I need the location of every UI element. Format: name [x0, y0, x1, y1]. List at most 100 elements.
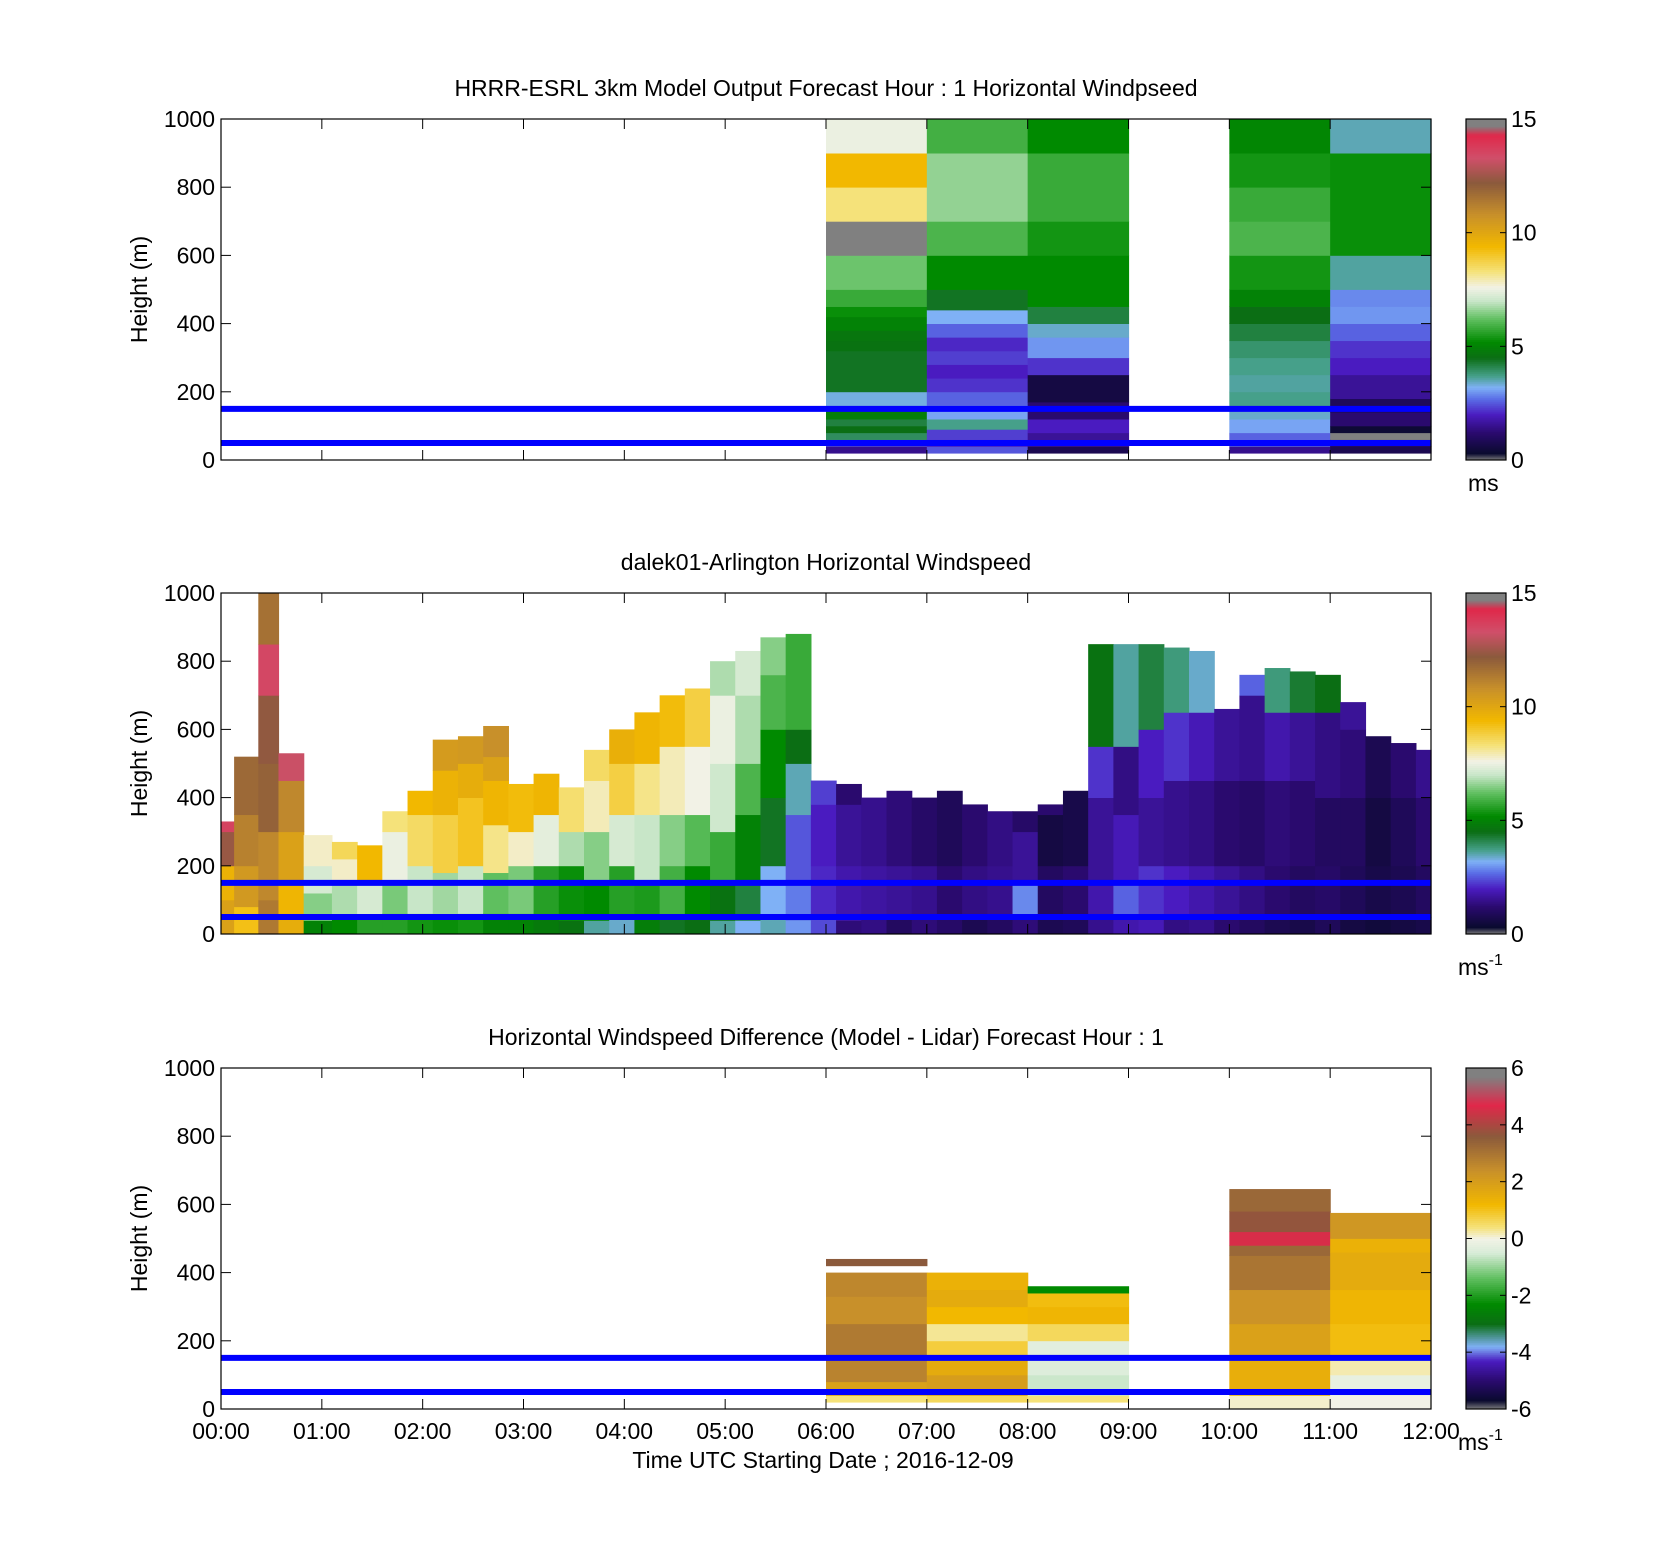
colorbar-swatch — [1466, 1184, 1506, 1187]
heatmap-cell — [1229, 340, 1331, 359]
heatmap-cell — [1340, 865, 1367, 918]
colorbar-swatch — [1466, 745, 1506, 748]
heatmap-cell — [258, 763, 280, 833]
heatmap-cell — [1239, 674, 1266, 696]
colorbar-swatch — [1466, 883, 1506, 887]
colorbar-swatch — [1466, 643, 1506, 646]
colorbar-swatch — [1466, 385, 1506, 389]
x-tick-label: 12:00 — [1402, 1418, 1460, 1444]
colorbar-swatch — [1466, 167, 1506, 170]
colorbar-swatch — [1466, 359, 1506, 363]
colorbar-swatch — [1466, 445, 1506, 449]
heatmap-cell — [659, 916, 686, 935]
heatmap-cell — [234, 906, 259, 935]
colorbar-swatch — [1466, 1078, 1506, 1081]
heatmap-cell — [810, 804, 837, 867]
heatmap-cell — [234, 814, 259, 867]
colorbar-swatch — [1466, 1230, 1506, 1233]
colorbar-swatch — [1466, 1168, 1506, 1171]
colorbar-swatch — [1466, 1332, 1506, 1336]
heatmap-cell — [457, 763, 484, 798]
colorbar-swatch — [1466, 817, 1506, 821]
colorbar-swatch — [1466, 433, 1506, 437]
heatmap-cell — [609, 729, 636, 764]
colorbar-swatch — [1466, 891, 1506, 895]
colorbar-swatch — [1466, 881, 1506, 885]
heatmap-cell — [836, 865, 862, 921]
colorbar-swatch — [1466, 683, 1506, 686]
colorbar-swatch — [1466, 139, 1506, 142]
colorbar-swatch — [1466, 405, 1506, 409]
colorbar-swatch — [1466, 189, 1506, 192]
colorbar-swatch — [1466, 617, 1506, 620]
colorbar-swatch — [1466, 1312, 1506, 1316]
colorbar-swatch — [1466, 887, 1506, 891]
colorbar-swatch — [1466, 1220, 1506, 1223]
colorbar-swatch — [1466, 1188, 1506, 1191]
colorbar-swatch — [1466, 259, 1506, 262]
colorbar-swatch — [1466, 271, 1506, 274]
heatmap-cell — [886, 916, 913, 935]
heatmap-cell — [584, 780, 610, 833]
colorbar-swatch — [1466, 611, 1506, 614]
colorbar-swatch — [1466, 1174, 1506, 1177]
colorbar-swatch — [1466, 407, 1506, 411]
x-tick-label: 07:00 — [898, 1418, 956, 1444]
colorbar-swatch — [1466, 1380, 1506, 1384]
colorbar-swatch — [1466, 121, 1506, 124]
heatmap-cell — [303, 835, 333, 867]
colorbar-swatch — [1466, 355, 1506, 359]
heatmap-cell — [826, 1395, 928, 1403]
colorbar-swatch — [1466, 1324, 1506, 1328]
colorbar-swatch — [1466, 733, 1506, 736]
heatmap-cell — [659, 746, 686, 816]
y-tick-label: 200 — [177, 1328, 215, 1354]
heatmap-cell — [1113, 814, 1140, 884]
x-tick-label: 04:00 — [596, 1418, 654, 1444]
colorbar-swatch — [1466, 133, 1506, 136]
colorbar-swatch — [1466, 787, 1506, 791]
colorbar-swatch — [1466, 1350, 1506, 1354]
colorbar-swatch — [1466, 225, 1506, 228]
y-tick-label: 200 — [177, 853, 215, 879]
colorbar-swatch — [1466, 641, 1506, 644]
colorbar-swatch — [1466, 1214, 1506, 1217]
heatmap-cell — [1315, 674, 1341, 713]
colorbar-swatch — [1466, 663, 1506, 666]
colorbar-swatch — [1466, 331, 1506, 335]
colorbar-swatch — [1466, 779, 1506, 783]
colorbar-swatch — [1466, 1102, 1506, 1105]
colorbar-swatch — [1466, 255, 1506, 258]
colorbar-swatch — [1466, 605, 1506, 608]
colorbar-swatch — [1466, 657, 1506, 660]
colorbar-unit-exponent: -1 — [1489, 952, 1503, 969]
colorbar-swatch — [1466, 1376, 1506, 1380]
colorbar-swatch — [1466, 1256, 1506, 1260]
colorbar-swatch — [1466, 1194, 1506, 1197]
heatmap-cell — [1229, 221, 1331, 256]
heatmap-cell — [1113, 644, 1140, 747]
heatmap-cells — [221, 593, 1432, 935]
colorbar-swatch — [1466, 441, 1506, 445]
colorbar-swatch — [1466, 373, 1506, 377]
colorbar-swatch — [1466, 1236, 1506, 1239]
heatmap-cell — [1027, 1323, 1130, 1342]
colorbar-swatch — [1466, 143, 1506, 146]
colorbar-swatch — [1466, 1398, 1506, 1402]
colorbar-swatch — [1466, 381, 1506, 385]
colorbar-swatch — [1466, 1344, 1506, 1348]
heatmap-cell — [926, 119, 1029, 154]
colorbar-tick-label: 10 — [1511, 220, 1537, 246]
heatmap-cell — [826, 119, 928, 154]
colorbar-swatch — [1466, 1342, 1506, 1346]
colorbar-swatch — [1466, 795, 1506, 799]
colorbar-swatch — [1466, 253, 1506, 256]
colorbar-swatch — [1466, 1186, 1506, 1189]
colorbar-swatch — [1466, 1340, 1506, 1344]
heatmap-cell — [1330, 1238, 1432, 1253]
colorbar-swatch — [1466, 905, 1506, 909]
colorbar-unit-base: ms — [1458, 1429, 1489, 1455]
colorbar-swatch — [1466, 917, 1506, 921]
colorbar-swatch — [1466, 1280, 1506, 1284]
heatmap-cell — [1027, 357, 1130, 376]
